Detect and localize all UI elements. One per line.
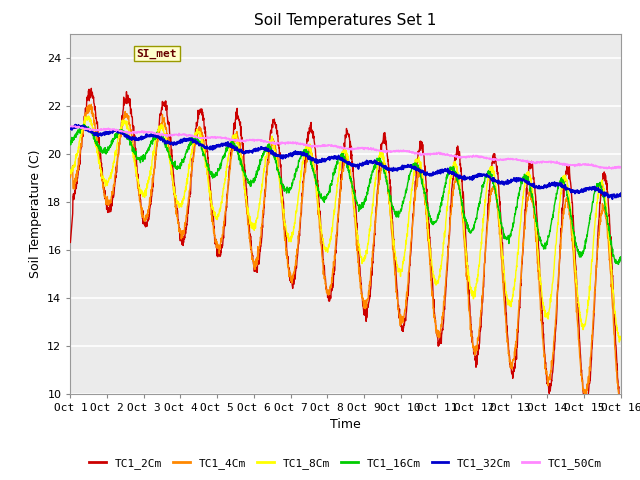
Legend: TC1_2Cm, TC1_4Cm, TC1_8Cm, TC1_16Cm, TC1_32Cm, TC1_50Cm: TC1_2Cm, TC1_4Cm, TC1_8Cm, TC1_16Cm, TC1… bbox=[85, 453, 606, 473]
Y-axis label: Soil Temperature (C): Soil Temperature (C) bbox=[29, 149, 42, 278]
Title: Soil Temperatures Set 1: Soil Temperatures Set 1 bbox=[255, 13, 436, 28]
Text: SI_met: SI_met bbox=[136, 48, 177, 59]
X-axis label: Time: Time bbox=[330, 418, 361, 431]
